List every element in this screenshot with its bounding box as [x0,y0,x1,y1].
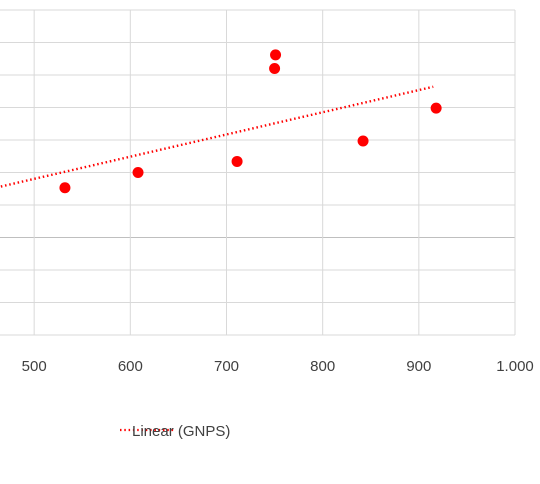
x-tick-label: 600 [118,358,143,375]
data-point [269,63,281,74]
trendline-layer [0,85,434,188]
x-tick-label: 900 [406,358,431,375]
x-tick-label: 800 [310,358,335,375]
legend-label-trendline: Linear (GNPS) [132,423,230,440]
data-point [270,49,282,61]
plot-gridlines [0,9,516,336]
x-axis-tick-labels: 500 600 700 800 900 1.000 [22,358,534,375]
data-point [59,182,71,194]
legend: Linear (GNPS) [120,423,230,440]
x-tick-label: 700 [214,358,239,375]
data-point [430,102,442,114]
x-tick-label: 1.000 [496,358,534,375]
data-point [231,155,243,167]
data-point [132,167,144,178]
linear-trendline [0,85,434,188]
x-tick-label: 500 [22,358,47,375]
data-points [59,49,442,194]
data-point [357,135,369,147]
